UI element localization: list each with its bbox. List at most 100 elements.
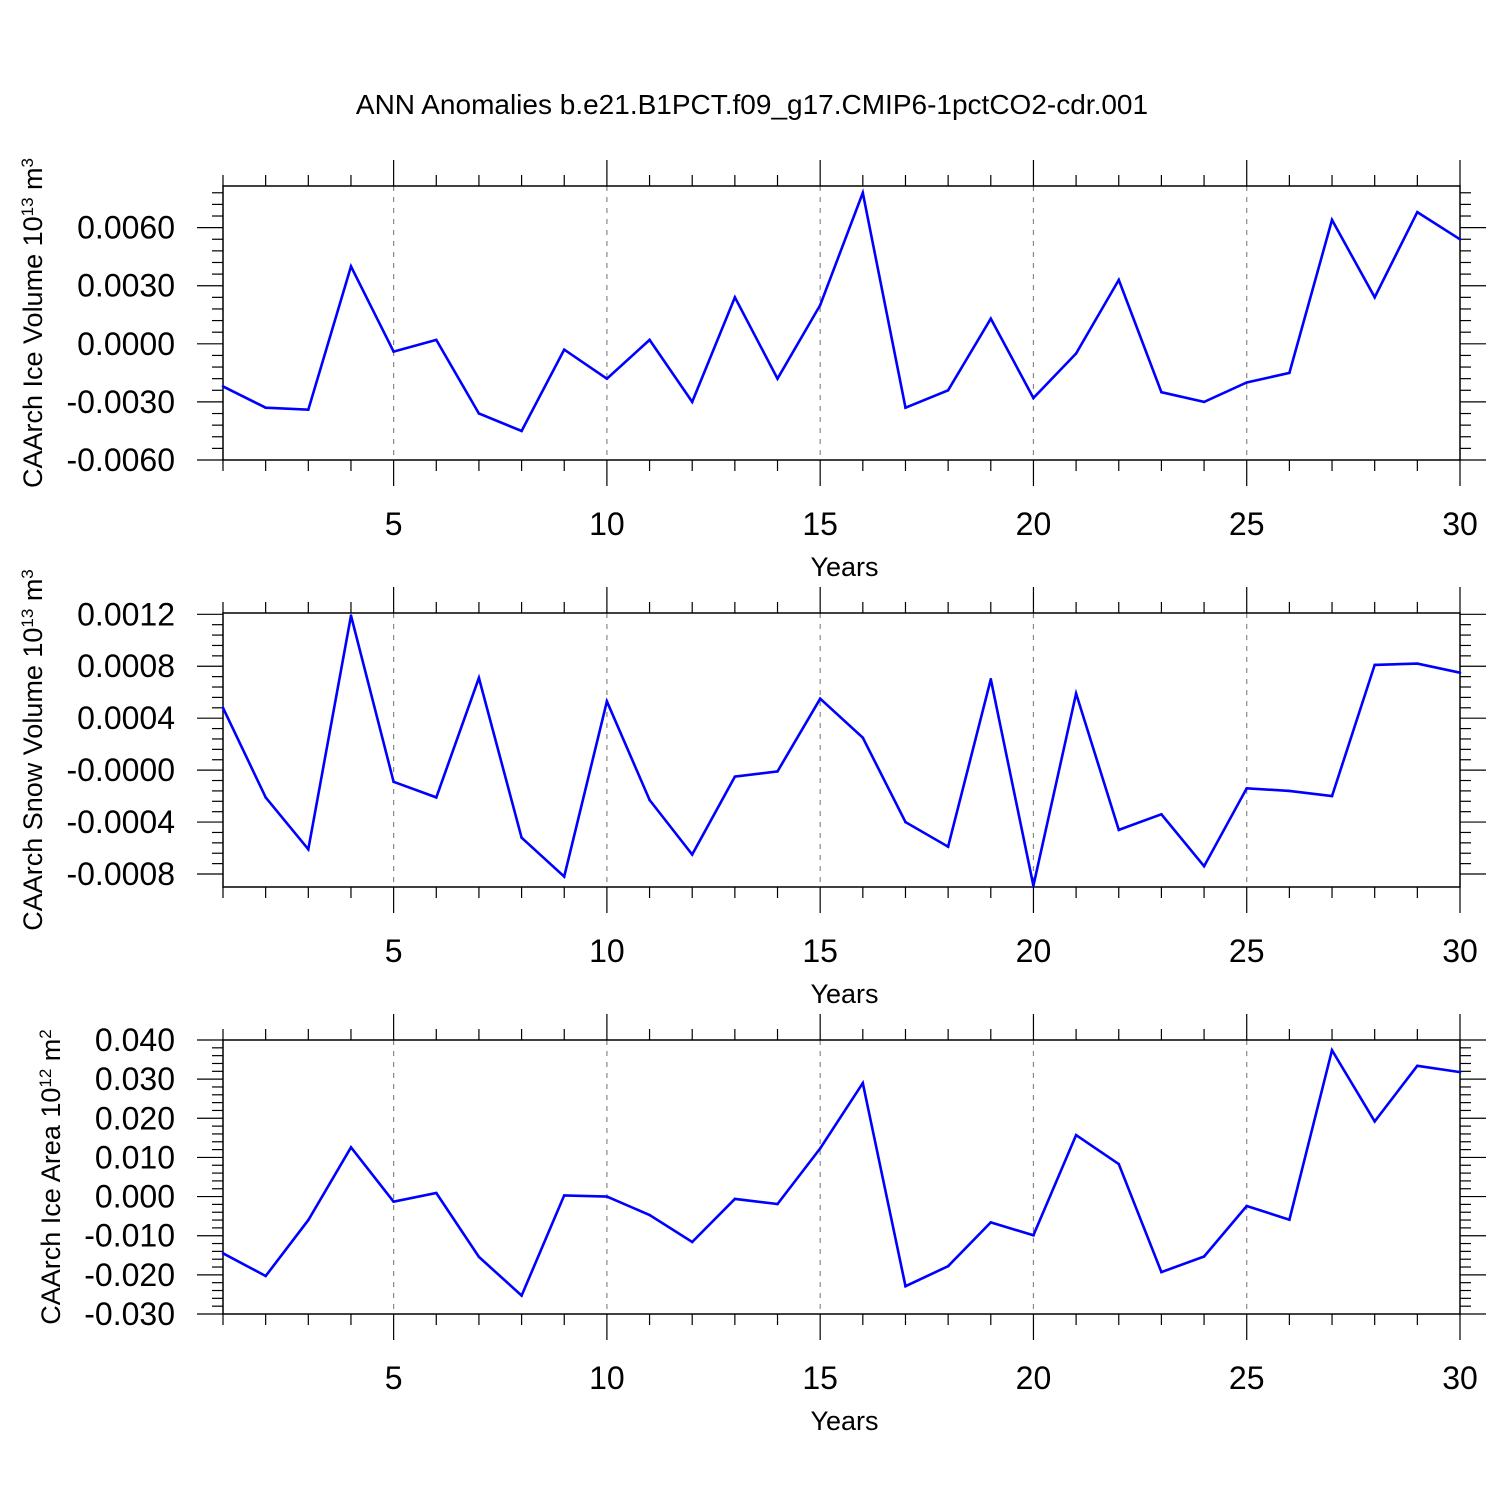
x-tick-label: 5: [385, 1360, 403, 1396]
y-tick-label: -0.0060: [66, 442, 175, 478]
data-point: [946, 388, 950, 392]
y-tick-label: -0.010: [84, 1218, 175, 1254]
y-axis-label-superscript: 13: [18, 609, 37, 628]
data-point: [1245, 381, 1249, 384]
data-point: [477, 1255, 481, 1259]
y-tick-label: -0.030: [84, 1296, 175, 1332]
y-axis-label-superscript: 3: [18, 158, 37, 167]
data-point: [1074, 1133, 1078, 1137]
data-point: [264, 796, 267, 799]
data-point: [1160, 390, 1163, 394]
series-line: [222, 1046, 1461, 1298]
data-point: [1288, 1218, 1291, 1221]
data-point: [1288, 789, 1291, 793]
data-point: [307, 848, 310, 851]
x-tick-label: 30: [1442, 933, 1478, 969]
data-point: [818, 1147, 822, 1150]
data-point: [904, 406, 907, 410]
data-point: [733, 1197, 737, 1201]
data-point: [349, 614, 353, 617]
y-axis-label-superscript: 3: [18, 569, 37, 578]
data-point: [520, 836, 523, 839]
data-point: [1117, 278, 1121, 282]
y-axis-label-text: CAArch Ice Volume 10: [18, 216, 48, 488]
y-tick-label: 0.040: [95, 1022, 175, 1058]
data-point: [1373, 1120, 1376, 1123]
y-axis-label-text: CAArch Ice Area 10: [36, 1088, 66, 1325]
x-tick-label: 15: [802, 1360, 838, 1396]
y-axis-label-text: m: [18, 167, 48, 197]
y-axis-label-text: m: [18, 579, 48, 609]
data-point: [1330, 218, 1334, 222]
x-tick-label: 20: [1016, 1360, 1052, 1396]
data-point: [1288, 371, 1291, 375]
series-line: [222, 188, 1461, 433]
data-point: [392, 350, 395, 353]
y-tick-label: 0.000: [95, 1179, 175, 1215]
data-point: [1117, 828, 1121, 832]
data-point: [434, 1191, 438, 1195]
data-point: [733, 296, 737, 299]
data-point: [818, 303, 822, 307]
y-tick-label: -0.0000: [66, 752, 175, 788]
y-axis-label-text: m: [36, 1039, 66, 1069]
data-point: [434, 338, 438, 342]
x-tick-label: 15: [802, 506, 838, 542]
data-point: [1202, 864, 1206, 868]
data-point: [605, 377, 609, 380]
data-point: [1117, 1162, 1121, 1166]
data-point: [1458, 671, 1462, 675]
data-point: [264, 406, 267, 410]
data-point: [520, 1294, 523, 1297]
data-point: [1160, 812, 1163, 816]
plot-frame: [222, 612, 1461, 888]
y-tick-label: 0.020: [95, 1100, 175, 1136]
y-tick-label: 0.0012: [77, 596, 175, 632]
y-tick-label: 0.0030: [77, 268, 175, 304]
x-tick-label: 25: [1229, 933, 1265, 969]
data-point: [690, 1240, 694, 1244]
data-point: [861, 1081, 865, 1085]
x-axis-label: Years: [810, 979, 878, 1009]
y-tick-label: -0.0008: [66, 856, 175, 892]
data-point: [946, 845, 950, 849]
data-point: [1416, 1064, 1419, 1068]
data-point: [861, 736, 865, 739]
y-axis-label-text: CAArch Snow Volume 10: [18, 628, 48, 931]
data-point: [221, 385, 225, 388]
data-point: [434, 796, 438, 799]
y-tick-label: 0.0060: [77, 210, 175, 246]
x-tick-label: 30: [1442, 1360, 1478, 1396]
y-axis-label-superscript: 2: [36, 1029, 55, 1038]
data-point: [307, 1218, 310, 1222]
data-point: [989, 317, 993, 320]
panel-2: 5 10 15 20 25 30 -0.0008 -0.0004 -0.0000 0.0004 0.…: [18, 569, 1486, 1009]
plot-frame: [222, 185, 1461, 461]
y-axis-label: CAArch Ice Area 1012 m2: [36, 1029, 66, 1325]
figure-title: ANN Anomalies b.e21.B1PCT.f09_g17.CMIP6-…: [356, 89, 1148, 120]
data-point: [1032, 884, 1035, 888]
data-point: [648, 1213, 651, 1217]
data-point: [1330, 1048, 1334, 1052]
data-point: [349, 1145, 353, 1149]
data-point: [904, 1284, 907, 1288]
data-point: [776, 377, 779, 380]
data-point: [392, 1200, 395, 1203]
x-axis-label: Years: [810, 1406, 878, 1436]
y-axis-label: CAArch Snow Volume 1013 m3: [18, 569, 48, 931]
y-axis-label-superscript: 13: [18, 197, 37, 216]
data-point: [648, 798, 651, 802]
data-point: [605, 1195, 609, 1198]
data-point: [1160, 1270, 1163, 1274]
y-tick-label: 0.0008: [77, 648, 175, 684]
data-point: [562, 875, 566, 878]
data-point: [264, 1274, 267, 1278]
data-point: [690, 400, 694, 404]
data-point: [1074, 692, 1078, 695]
data-point: [776, 1202, 779, 1206]
x-tick-label: 10: [589, 506, 625, 542]
y-tick-label: 0.010: [95, 1139, 175, 1175]
data-point: [392, 780, 395, 784]
x-axis-label: Years: [810, 552, 878, 582]
x-tick-label: 10: [589, 933, 625, 969]
